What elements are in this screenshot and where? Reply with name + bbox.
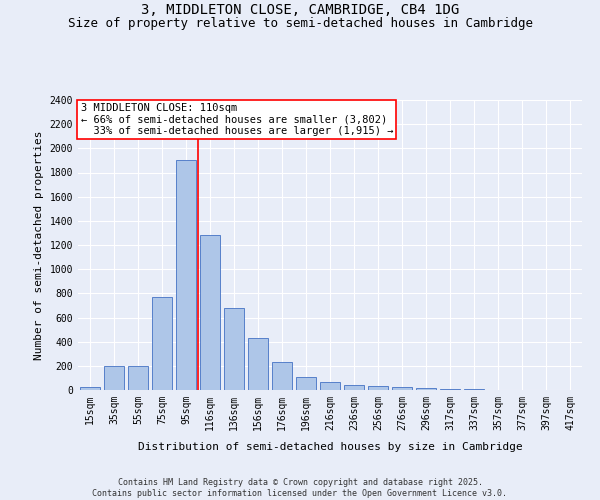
Text: Size of property relative to semi-detached houses in Cambridge: Size of property relative to semi-detach…: [67, 18, 533, 30]
Text: Distribution of semi-detached houses by size in Cambridge: Distribution of semi-detached houses by …: [137, 442, 523, 452]
Bar: [416, 388, 436, 390]
Y-axis label: Number of semi-detached properties: Number of semi-detached properties: [34, 130, 44, 360]
Bar: [272, 362, 292, 390]
Bar: [128, 366, 148, 390]
Bar: [248, 338, 268, 390]
Bar: [224, 308, 244, 390]
Bar: [368, 386, 388, 390]
Bar: [440, 389, 460, 390]
Bar: [80, 387, 100, 390]
Bar: [392, 387, 412, 390]
Text: 3 MIDDLETON CLOSE: 110sqm
← 66% of semi-detached houses are smaller (3,802)
  33: 3 MIDDLETON CLOSE: 110sqm ← 66% of semi-…: [80, 103, 393, 136]
Text: Contains HM Land Registry data © Crown copyright and database right 2025.
Contai: Contains HM Land Registry data © Crown c…: [92, 478, 508, 498]
Bar: [296, 376, 316, 390]
Bar: [152, 297, 172, 390]
Bar: [104, 366, 124, 390]
Bar: [200, 236, 220, 390]
Text: 3, MIDDLETON CLOSE, CAMBRIDGE, CB4 1DG: 3, MIDDLETON CLOSE, CAMBRIDGE, CB4 1DG: [141, 2, 459, 16]
Bar: [320, 382, 340, 390]
Bar: [176, 160, 196, 390]
Bar: [344, 384, 364, 390]
